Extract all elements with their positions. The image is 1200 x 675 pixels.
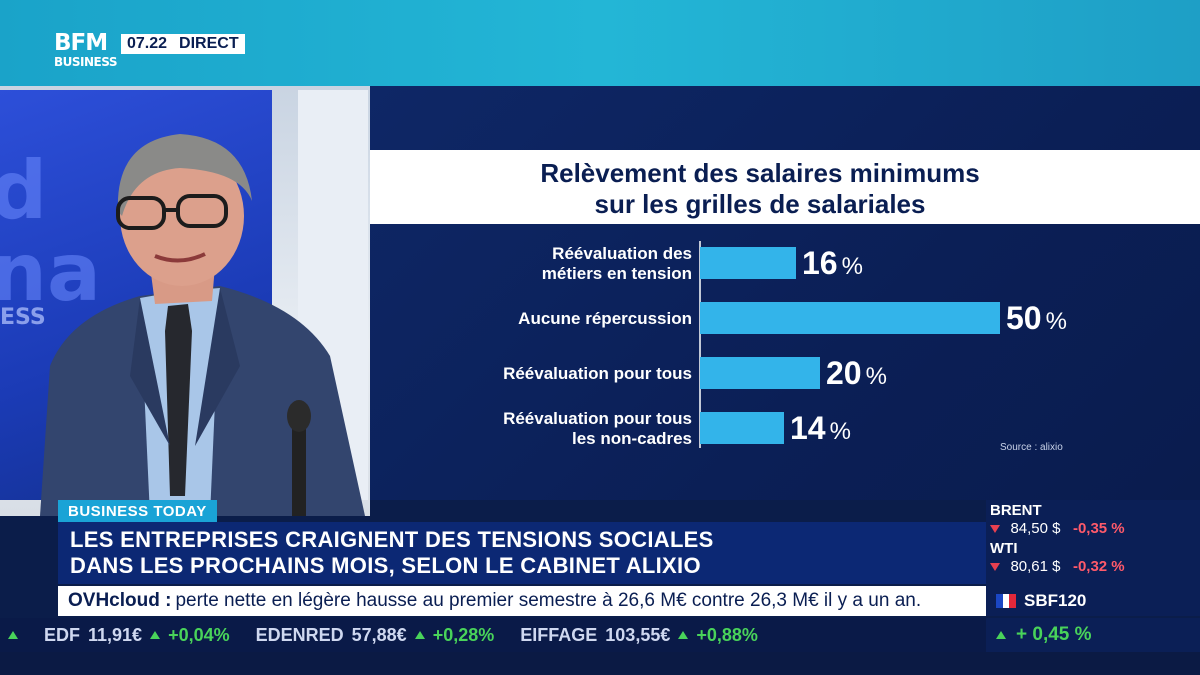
chart-title-line: Relèvement des salaires minimums [540, 158, 980, 188]
market-value: 80,61 $ [1010, 558, 1061, 575]
stock-change: +0,88% [696, 624, 758, 645]
headline-line: DANS LES PROCHAINS MOIS, SELON LE CABINE… [70, 553, 701, 578]
market-row: 84,50 $ -0,35 % [990, 520, 1125, 538]
stock-value: 57,88€ [351, 624, 407, 645]
chart-bar [700, 247, 796, 279]
program-tag: BUSINESS TODAY [58, 500, 217, 522]
screen-sub-lettering: ESS [0, 305, 46, 330]
chart-panel: Relèvement des salaires minimums sur les… [370, 86, 1200, 500]
chart-source: Source : alixio [1000, 442, 1063, 453]
logo-line-1: BFM [54, 30, 108, 56]
stock-change: +0,04% [168, 624, 230, 645]
bar-chart: 16 % Réévaluation des métiers en tension 50%… [503, 241, 1067, 448]
ticker-separator-icon [8, 631, 18, 639]
chart-bar [700, 412, 784, 444]
market-change: -0,32 % [1072, 558, 1125, 575]
market-row: BRENT [990, 502, 1042, 520]
chart-title-line: sur les grilles de salariales [594, 189, 926, 219]
stock-name: EDENRED [255, 624, 344, 645]
chart-bar [700, 302, 1000, 334]
live-label: DIRECT [179, 35, 239, 52]
stock-name: EIFFAGE [520, 624, 598, 645]
french-flag-icon [996, 594, 1017, 608]
logo-line-2: BUSINESS [54, 55, 117, 69]
bfm-business-logo: BFM BUSINESS [54, 32, 118, 76]
index-change: + 0,45 % [1016, 624, 1092, 645]
chart-data-label: 14% [790, 410, 851, 446]
index-name: SBF120 [1024, 591, 1087, 610]
stock-value: 103,55€ [605, 624, 671, 645]
chart-data-label: 20% [826, 355, 887, 391]
up-arrow-icon [996, 631, 1006, 639]
up-arrow-icon [678, 631, 689, 639]
news-ticker-brand: OVHcloud : [68, 590, 172, 611]
bottom-strip [0, 652, 1200, 675]
chart-category-label: Réévaluation des métiers en tension [542, 244, 692, 283]
market-value: 84,50 $ [1010, 520, 1061, 537]
chart-category-label: Aucune répercussion [518, 309, 692, 328]
chart-category-label: Réévaluation pour tous [503, 364, 692, 383]
stock-change: +0,28% [432, 624, 495, 645]
market-change: -0,35 % [1072, 520, 1125, 537]
market-name: WTI [990, 540, 1018, 557]
program-tag-label: BUSINESS TODAY [68, 502, 207, 520]
stock-name: EDF [44, 624, 80, 645]
chart-data-label: 16% [802, 245, 863, 281]
chart-category-label: Réévaluation pour tous les non-cadres [503, 409, 692, 448]
stock-value: 11,91€ [88, 624, 143, 645]
market-row: 80,61 $ -0,32 % [990, 558, 1125, 576]
stock-item: EIFFAGE 103,55€ +0,88% [520, 625, 758, 646]
stock-item: EDENRED 57,88€ +0,28% [256, 625, 495, 646]
screen-lettering: d na [0, 144, 101, 319]
market-row: WTI [990, 540, 1018, 558]
stock-item: EDF 11,91€ +0,04% [44, 625, 230, 646]
chart-bar [700, 357, 820, 389]
market-name: BRENT [990, 502, 1042, 519]
up-arrow-icon [150, 631, 161, 639]
chart-title: Relèvement des salaires minimums sur les… [370, 158, 1150, 220]
up-arrow-icon [414, 631, 425, 639]
chart-data-label: 50% [1006, 300, 1067, 336]
index-panel: SBF120 [986, 586, 1200, 616]
headline-box: LES ENTREPRISES CRAIGNENT DES TENSIONS S… [58, 522, 986, 584]
presenter [40, 134, 365, 516]
stock-ticker: EDF 11,91€ +0,04% EDENRED 57,88€ +0,28% … [0, 618, 986, 652]
studio-background: d na ESS [0, 86, 370, 516]
commodities-panel: BRENT 84,50 $ -0,35 % WTI 80,61 $ -0,32 … [986, 500, 1200, 586]
live-indicator: 07.22 DIRECT [121, 34, 245, 54]
down-arrow-icon [990, 524, 1000, 533]
news-ticker: OVHcloud : perte nette en légère hausse … [58, 586, 986, 616]
clock-time: 07.22 [127, 35, 168, 52]
headline-line: LES ENTREPRISES CRAIGNENT DES TENSIONS S… [70, 527, 714, 552]
chart-title-band [370, 150, 1200, 224]
news-ticker-text: perte nette en légère hausse au premier … [175, 590, 922, 611]
down-arrow-icon [990, 562, 1000, 571]
index-change-panel: + 0,45 % [986, 618, 1200, 652]
